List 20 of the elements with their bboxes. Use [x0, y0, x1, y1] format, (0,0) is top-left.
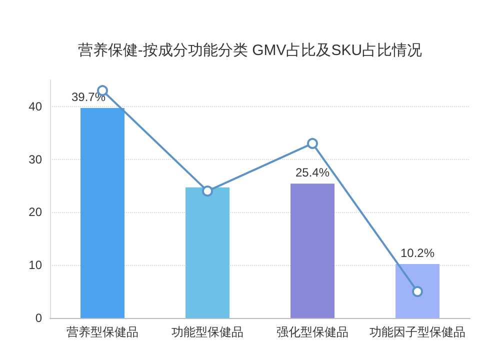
x-tick-label: 强化型保健品 — [276, 325, 348, 339]
y-tick-label: 0 — [35, 311, 42, 325]
y-tick-label: 20 — [28, 205, 42, 220]
y-tick-label: 30 — [28, 152, 42, 166]
bar — [186, 187, 230, 318]
data-label: 25.4% — [295, 166, 330, 180]
data-label: 39.7% — [71, 90, 106, 104]
y-tick-label: 40 — [28, 99, 42, 114]
x-tick-label: 营养型保健品 — [66, 325, 138, 339]
x-tick-label: 功能型保健品 — [172, 325, 244, 339]
point — [412, 286, 423, 298]
bar — [80, 108, 124, 318]
x-tick-label: 功能因子型保健品 — [370, 325, 466, 339]
point — [307, 138, 318, 149]
bar — [396, 264, 440, 318]
y-tick-label: 10 — [28, 258, 42, 272]
bar — [290, 184, 334, 318]
point — [202, 186, 213, 197]
chart-title: 营养保健-按成分功能分类 GMV占比及SKU占比情况 — [78, 42, 422, 59]
data-label: 10.2% — [400, 246, 435, 260]
